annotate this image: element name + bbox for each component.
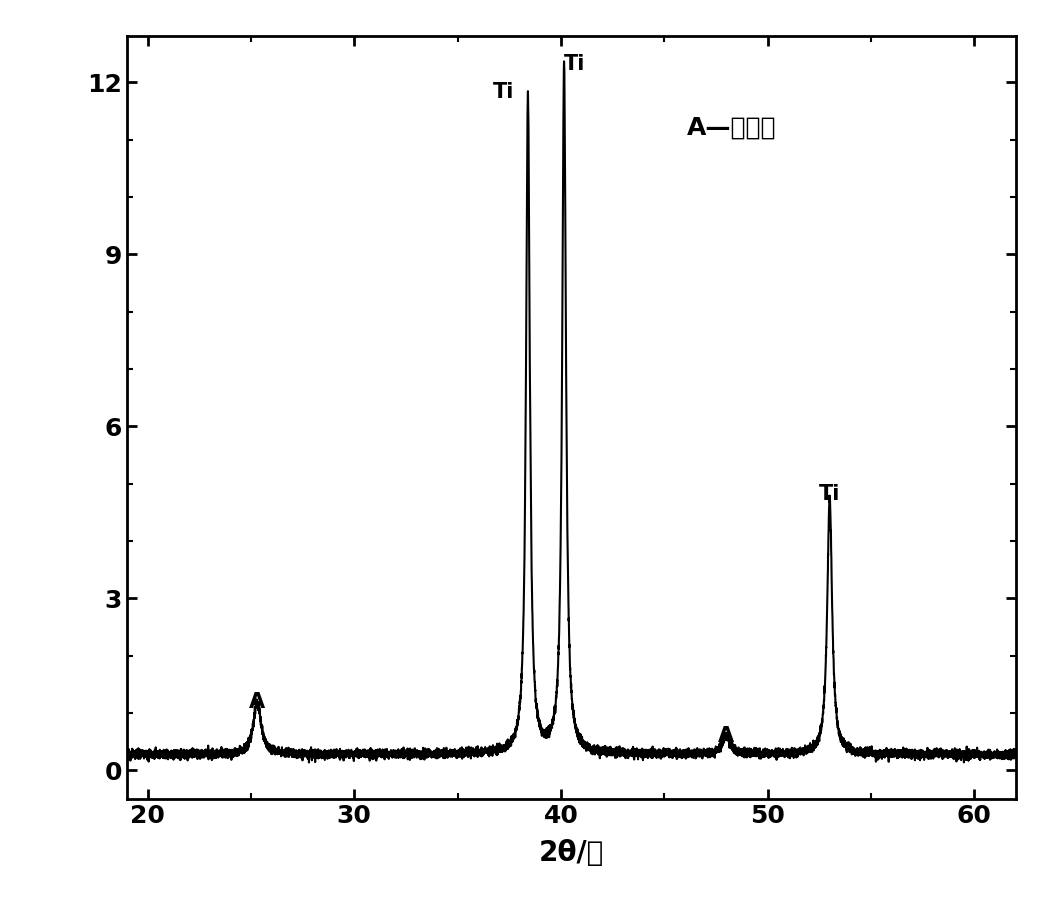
Text: Ti: Ti [492, 83, 514, 103]
X-axis label: 2θ/度: 2θ/度 [539, 839, 604, 867]
Text: A: A [718, 726, 734, 746]
Text: Ti: Ti [564, 54, 585, 74]
Text: A—锐鈢矿: A—锐鈢矿 [687, 116, 777, 140]
Text: A: A [249, 692, 266, 712]
Text: Ti: Ti [819, 484, 840, 504]
